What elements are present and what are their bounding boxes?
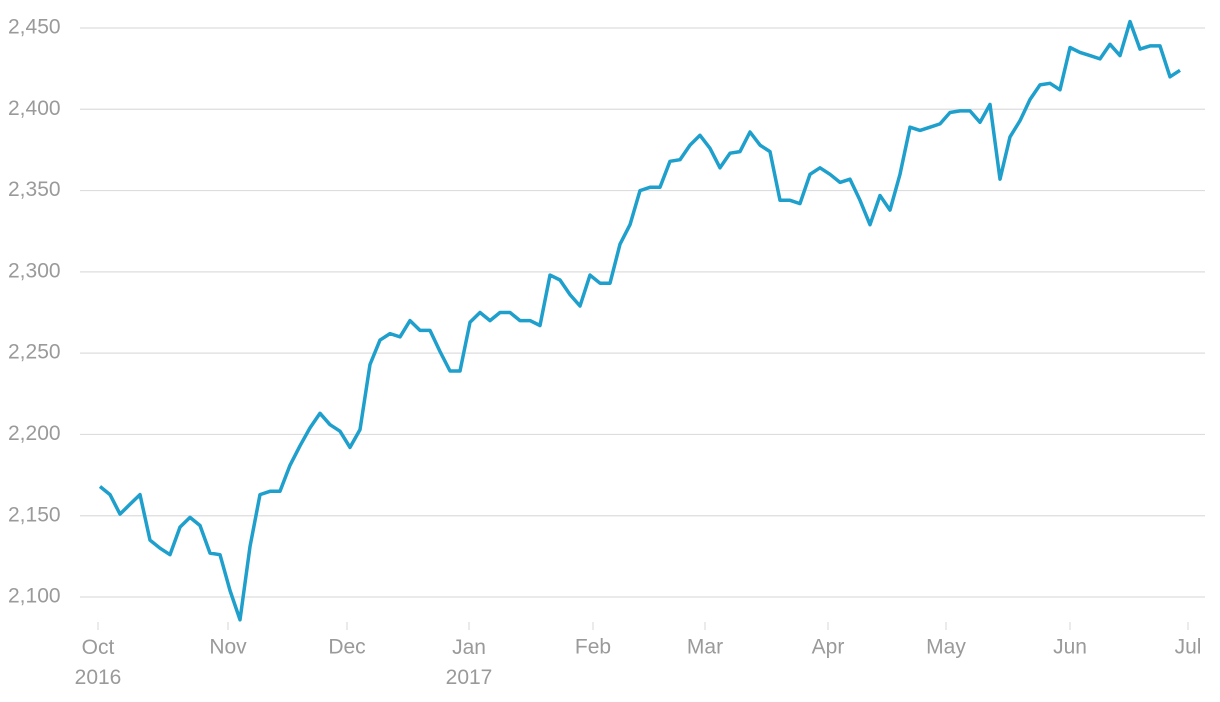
x-tick-label: Dec xyxy=(328,636,365,659)
y-tick-label: 2,300 xyxy=(8,259,61,282)
y-tick-label: 2,100 xyxy=(8,585,61,608)
x-tick-label: Nov xyxy=(209,636,247,659)
price-line xyxy=(98,19,1181,622)
x-tick-label: Jan 2017 xyxy=(446,636,493,689)
x-tick-label: Jul xyxy=(1175,636,1202,659)
y-tick-label: 2,350 xyxy=(8,178,61,201)
x-tick-label: Apr xyxy=(812,636,845,659)
y-tick-label: 2,250 xyxy=(8,341,61,364)
y-tick-label: 2,200 xyxy=(8,422,61,445)
y-tick-label: 2,150 xyxy=(8,503,61,526)
x-tick-label: Feb xyxy=(575,636,611,659)
y-tick-label: 2,450 xyxy=(8,16,61,39)
x-tick-label: Mar xyxy=(687,636,723,659)
x-tick-label: May xyxy=(926,636,966,659)
x-tick-label: Oct 2016 xyxy=(75,636,122,689)
y-tick-label: 2,400 xyxy=(8,97,61,120)
x-tick-label: Jun xyxy=(1053,636,1087,659)
